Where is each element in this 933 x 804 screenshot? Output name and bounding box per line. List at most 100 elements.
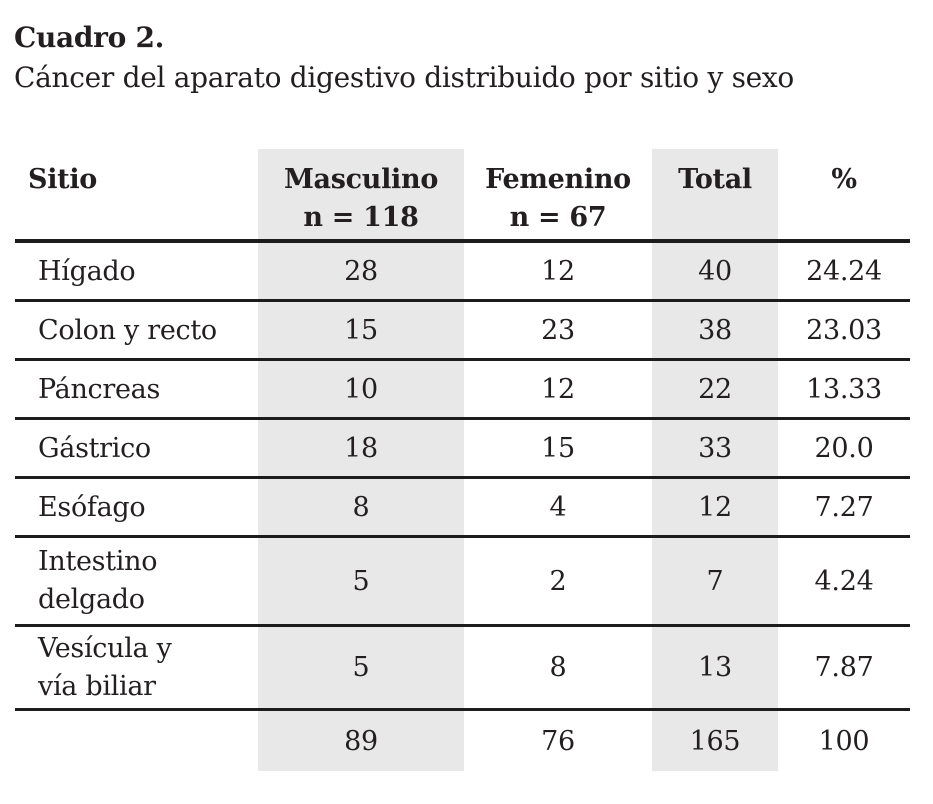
cell-masculino: 5: [258, 538, 464, 624]
cell-pct: 7.87: [778, 627, 910, 708]
cell-masculino: 15: [258, 302, 464, 358]
col-header-femenino-n: n = 67: [509, 202, 607, 233]
table-row-gastrico: Gástrico 18 15 33 20.0: [15, 420, 910, 479]
cell-femenino: 2: [464, 538, 652, 624]
cell-femenino: 23: [464, 302, 652, 358]
cell-femenino: 12: [464, 361, 652, 417]
cell-masculino: 5: [258, 627, 464, 708]
site-label: Páncreas: [38, 373, 161, 405]
cell-femenino: 4: [464, 479, 652, 535]
cell-pct: 4.24: [778, 538, 910, 624]
value: 4: [549, 491, 567, 523]
cell-masculino: 18: [258, 420, 464, 476]
value: 5: [352, 565, 370, 597]
value: 13: [698, 652, 732, 683]
table-caption: Cuadro 2. Cáncer del aparato digestivo d…: [14, 18, 794, 98]
table-row-intestino-delgado: Intestino delgado 5 2 7 4.24: [15, 538, 910, 627]
cell-masculino-total: 89: [258, 711, 464, 771]
cell-total: 13: [652, 627, 778, 708]
cell-femenino-total: 76: [464, 711, 652, 771]
cell-sitio: Gástrico: [15, 420, 258, 476]
cell-sitio: Intestino delgado: [15, 538, 258, 624]
col-header-masculino-n: n = 118: [303, 202, 419, 233]
value: 13.33: [806, 373, 882, 405]
table-row-colon-y-recto: Colon y recto 15 23 38 23.03: [15, 302, 910, 361]
col-header-sitio: Sitio: [15, 149, 258, 239]
value: 8: [549, 652, 567, 683]
cell-femenino: 15: [464, 420, 652, 476]
cell-sitio: Hígado: [15, 243, 258, 299]
value: 76: [541, 725, 575, 757]
value: 7.27: [814, 491, 874, 523]
value: 20.0: [814, 432, 874, 464]
value: 18: [344, 432, 378, 464]
cell-pct: 7.27: [778, 479, 910, 535]
cell-sitio: Páncreas: [15, 361, 258, 417]
value: 38: [698, 314, 732, 346]
cell-pct: 13.33: [778, 361, 910, 417]
table-totals-row: 89 76 165 100: [15, 711, 910, 771]
value: 10: [344, 373, 378, 405]
value: 4.24: [814, 565, 874, 597]
value: 2: [549, 565, 567, 597]
value: 28: [344, 255, 378, 287]
cell-sitio: [15, 711, 258, 771]
value: 12: [698, 491, 732, 523]
value: 100: [818, 725, 870, 757]
col-header-femenino-label: Femenino: [485, 164, 631, 195]
cell-pct-total: 100: [778, 711, 910, 771]
table-caption-text: Cáncer del aparato digestivo distribuido…: [14, 61, 794, 94]
cell-total: 22: [652, 361, 778, 417]
cell-femenino: 8: [464, 627, 652, 708]
cell-masculino: 28: [258, 243, 464, 299]
table-row-esofago: Esófago 8 4 12 7.27: [15, 479, 910, 538]
value: 23.03: [806, 314, 882, 346]
col-header-masculino-label: Masculino: [283, 164, 439, 195]
table-row-vesicula-via-biliar: Vesícula y vía biliar 5 8 13 7.87: [15, 627, 910, 711]
cell-sitio: Colon y recto: [15, 302, 258, 358]
value: 7: [706, 565, 724, 597]
cell-total: 7: [652, 538, 778, 624]
value: 15: [344, 314, 378, 346]
col-header-femenino: Femenino n = 67: [464, 149, 652, 239]
cell-sitio: Esófago: [15, 479, 258, 535]
site-label: Gástrico: [38, 432, 151, 464]
cell-pct: 23.03: [778, 302, 910, 358]
value: 40: [698, 255, 732, 287]
site-label: Hígado: [38, 255, 136, 287]
table-header-row: Sitio Masculino n = 118 Femenino n = 67 …: [15, 149, 910, 243]
cell-sitio: Vesícula y vía biliar: [15, 627, 258, 708]
value: 89: [344, 725, 378, 757]
cell-pct: 24.24: [778, 243, 910, 299]
cell-masculino: 8: [258, 479, 464, 535]
cell-total: 33: [652, 420, 778, 476]
col-header-masculino-stack: Masculino n = 118: [284, 161, 438, 237]
col-header-femenino-stack: Femenino n = 67: [485, 161, 631, 237]
value: 12: [541, 255, 575, 287]
site-label: Esófago: [38, 491, 146, 523]
col-header-total: Total: [652, 149, 778, 239]
value: 24.24: [806, 255, 882, 287]
cell-masculino: 10: [258, 361, 464, 417]
col-header-pct-label: %: [831, 164, 857, 195]
table-row-higado: Hígado 28 12 40 24.24: [15, 243, 910, 302]
cell-pct: 20.0: [778, 420, 910, 476]
value: 165: [689, 725, 741, 757]
cell-total: 40: [652, 243, 778, 299]
cell-total: 38: [652, 302, 778, 358]
cell-total: 12: [652, 479, 778, 535]
site-label: Vesícula y vía biliar: [38, 632, 172, 702]
table-caption-number: Cuadro 2.: [14, 21, 165, 54]
value: 15: [541, 432, 575, 464]
col-header-sitio-label: Sitio: [28, 164, 97, 195]
value: 22: [698, 373, 732, 405]
value: 5: [352, 652, 370, 683]
col-header-masculino: Masculino n = 118: [258, 149, 464, 239]
cell-total-total: 165: [652, 711, 778, 771]
value: 8: [352, 491, 370, 523]
site-label: Intestino delgado: [38, 546, 158, 615]
col-header-total-label: Total: [678, 164, 752, 195]
value: 12: [541, 373, 575, 405]
value: 23: [541, 314, 575, 346]
